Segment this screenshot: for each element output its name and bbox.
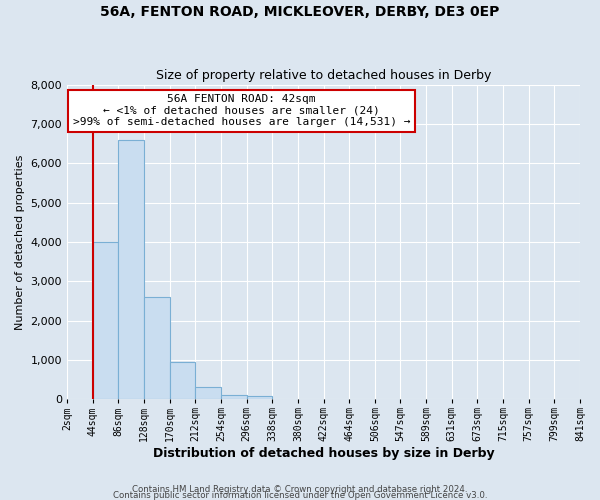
Bar [118,140,144,399]
Text: Contains HM Land Registry data © Crown copyright and database right 2024.: Contains HM Land Registry data © Crown c… [132,484,468,494]
Bar [144,297,170,399]
Bar [221,394,247,399]
Bar [92,242,118,399]
Y-axis label: Number of detached properties: Number of detached properties [15,154,25,330]
Bar [170,362,195,399]
Text: Contains public sector information licensed under the Open Government Licence v3: Contains public sector information licen… [113,490,487,500]
X-axis label: Distribution of detached houses by size in Derby: Distribution of detached houses by size … [153,447,494,460]
Text: 56A FENTON ROAD: 42sqm
← <1% of detached houses are smaller (24)
>99% of semi-de: 56A FENTON ROAD: 42sqm ← <1% of detached… [73,94,410,127]
Bar [247,396,272,399]
Title: Size of property relative to detached houses in Derby: Size of property relative to detached ho… [156,69,491,82]
Text: 56A, FENTON ROAD, MICKLEOVER, DERBY, DE3 0EP: 56A, FENTON ROAD, MICKLEOVER, DERBY, DE3… [100,5,500,19]
Bar [195,386,221,399]
